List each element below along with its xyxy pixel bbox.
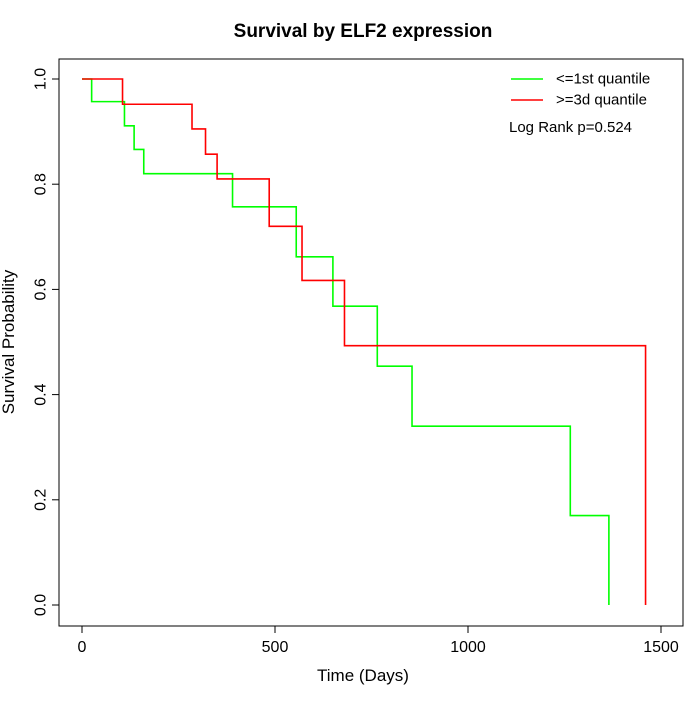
x-tick-label: 1000 bbox=[450, 639, 486, 656]
series-layer bbox=[82, 78, 647, 605]
y-tick-label: 0.2 bbox=[33, 489, 50, 511]
y-axis-label: Survival Probability bbox=[0, 269, 18, 414]
x-axis: 0 500 1000 1500 bbox=[78, 625, 679, 656]
y-tick-label: 0.6 bbox=[33, 278, 50, 300]
y-tick-label: 0.4 bbox=[33, 383, 50, 405]
x-axis-label: Time (Days) bbox=[317, 666, 409, 685]
y-axis: 0.0 0.2 0.4 0.6 0.8 1.0 bbox=[33, 68, 60, 616]
x-tick-label: 1500 bbox=[643, 639, 679, 656]
log-rank-annotation: Log Rank p=0.524 bbox=[509, 119, 632, 136]
chart-title: Survival by ELF2 expression bbox=[234, 21, 493, 42]
y-tick-label: 0.8 bbox=[33, 173, 50, 195]
x-tick-label: 500 bbox=[262, 639, 289, 656]
legend: <=1st quantile >=3d quantile bbox=[511, 71, 650, 109]
legend-label-1: <=1st quantile bbox=[556, 71, 650, 88]
series-line-2 bbox=[82, 78, 647, 605]
series-line-1 bbox=[82, 78, 610, 605]
legend-label-2: >=3d quantile bbox=[556, 92, 647, 109]
y-tick-label: 0.0 bbox=[33, 594, 50, 616]
y-tick-label: 1.0 bbox=[33, 68, 50, 90]
x-tick-label: 0 bbox=[78, 639, 87, 656]
